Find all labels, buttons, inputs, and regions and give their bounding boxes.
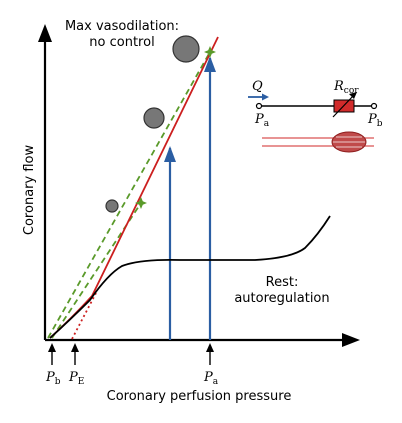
pb-marker-arrowhead	[48, 343, 56, 352]
vessel-circle-medium	[143, 107, 165, 129]
blue-arrow-middle-head	[164, 146, 176, 162]
inset-pa-label: Pa	[254, 112, 270, 129]
pa-marker-label: Pa	[203, 370, 219, 387]
inset-node-right	[370, 102, 378, 110]
inset-resistor-variable-arrowhead	[349, 92, 357, 99]
inset-pb-label: Pb	[367, 112, 383, 129]
circuit-inset: Q Rcor Pa Pb	[248, 79, 383, 153]
x-axis-label: Coronary perfusion pressure	[107, 389, 292, 404]
green-dashed-line-upper	[47, 51, 211, 339]
inset-q-label: Q	[252, 79, 263, 94]
inset-flow-arrowhead	[262, 93, 269, 101]
pb-marker-label: Pb	[45, 370, 61, 387]
blue-arrow-right-head	[204, 56, 216, 72]
green-star-marker-upper	[204, 46, 216, 58]
rest-label-line2: autoregulation	[234, 291, 329, 306]
max-vasodilation-label-line1: Max vasodilation:	[65, 19, 179, 34]
x-axis-arrowhead	[342, 333, 360, 347]
green-star-marker-lower	[135, 197, 147, 209]
vessel-circle-large	[172, 35, 200, 63]
vessel-circle-small	[105, 199, 119, 213]
y-axis-arrowhead	[38, 24, 52, 42]
inset-resistor-variable-arrow	[332, 94, 355, 118]
y-axis-label: Coronary flow	[22, 145, 37, 236]
pa-marker-arrowhead	[206, 343, 214, 352]
inset-rcor-label: Rcor	[333, 79, 359, 96]
pe-marker-arrowhead	[71, 343, 79, 352]
rest-label-line1: Rest:	[266, 275, 299, 290]
black-autoregulation-curve	[49, 215, 331, 339]
pe-marker-label: PE	[68, 370, 84, 387]
red-dotted-extension	[71, 292, 97, 340]
inset-node-left	[255, 102, 263, 110]
max-vasodilation-label-line2: no control	[89, 35, 154, 50]
